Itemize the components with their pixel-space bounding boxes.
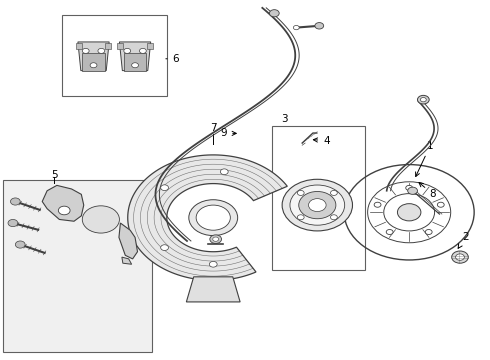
Polygon shape <box>78 42 109 71</box>
Circle shape <box>420 98 426 102</box>
Circle shape <box>210 235 221 243</box>
Circle shape <box>10 198 20 205</box>
Circle shape <box>386 229 393 234</box>
Circle shape <box>425 229 432 234</box>
Circle shape <box>124 48 131 53</box>
Circle shape <box>90 212 112 227</box>
Circle shape <box>95 215 107 224</box>
Circle shape <box>82 48 89 53</box>
Circle shape <box>220 169 228 175</box>
Bar <box>272 126 365 270</box>
Bar <box>76 42 82 49</box>
Bar <box>147 42 153 49</box>
Circle shape <box>270 10 279 17</box>
Polygon shape <box>122 257 132 264</box>
Circle shape <box>8 220 18 226</box>
Circle shape <box>189 200 238 235</box>
Polygon shape <box>119 223 138 259</box>
Circle shape <box>397 204 421 221</box>
Circle shape <box>374 202 381 207</box>
Circle shape <box>161 185 169 190</box>
Circle shape <box>330 190 337 195</box>
Text: 7: 7 <box>210 123 217 134</box>
Polygon shape <box>186 277 240 302</box>
Bar <box>105 42 111 49</box>
Circle shape <box>132 63 139 68</box>
Circle shape <box>406 185 413 190</box>
Polygon shape <box>124 53 147 71</box>
Circle shape <box>294 26 299 30</box>
Polygon shape <box>82 53 105 71</box>
Bar <box>62 15 167 96</box>
Bar <box>3 180 152 352</box>
Circle shape <box>299 192 336 219</box>
Circle shape <box>90 63 97 68</box>
Circle shape <box>408 187 417 194</box>
Polygon shape <box>128 155 287 280</box>
Circle shape <box>297 215 304 220</box>
Circle shape <box>15 241 25 248</box>
Circle shape <box>309 199 326 212</box>
Text: 1: 1 <box>416 141 433 176</box>
Circle shape <box>161 245 169 251</box>
Circle shape <box>315 23 324 29</box>
Polygon shape <box>120 42 151 71</box>
Text: 2: 2 <box>458 232 468 248</box>
Circle shape <box>58 206 70 215</box>
Circle shape <box>196 205 230 230</box>
Polygon shape <box>42 185 84 221</box>
Text: 8: 8 <box>419 183 436 199</box>
Circle shape <box>417 95 429 104</box>
Circle shape <box>438 202 444 207</box>
Circle shape <box>452 251 468 263</box>
Circle shape <box>290 185 344 225</box>
Circle shape <box>98 48 105 53</box>
Text: 5: 5 <box>51 170 58 180</box>
Circle shape <box>330 215 337 220</box>
Circle shape <box>456 254 465 260</box>
Circle shape <box>213 237 219 241</box>
Circle shape <box>86 209 116 230</box>
Text: 9: 9 <box>220 129 236 138</box>
Text: 4: 4 <box>313 136 330 145</box>
Text: 6: 6 <box>166 54 179 64</box>
Bar <box>118 42 123 49</box>
Circle shape <box>297 190 304 195</box>
Circle shape <box>140 48 147 53</box>
Circle shape <box>209 261 217 267</box>
Circle shape <box>282 179 352 231</box>
Text: 3: 3 <box>282 114 288 124</box>
Circle shape <box>82 206 120 233</box>
